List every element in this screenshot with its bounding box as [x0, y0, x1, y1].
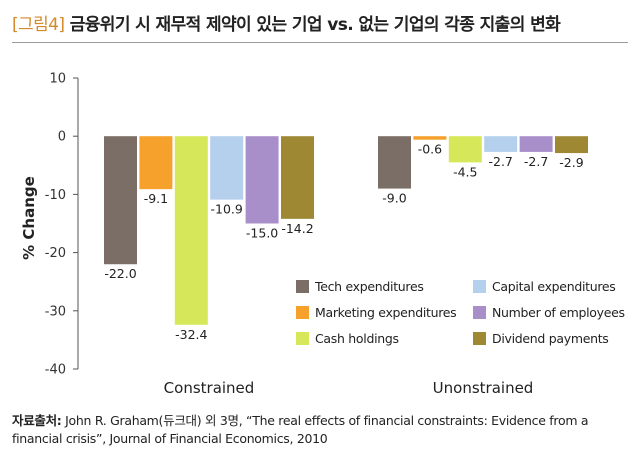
- source-text: John R. Graham(듀크대) 외 3명, “The real effe…: [12, 413, 589, 446]
- data-label: -15.0: [246, 226, 278, 241]
- legend-label: Marketing expenditures: [315, 305, 456, 320]
- y-tick-label: -30: [45, 304, 66, 319]
- data-label: -10.9: [211, 202, 243, 217]
- source-label: 자료출처:: [12, 413, 62, 428]
- category-labels: Constrained Unonstrained: [164, 379, 534, 397]
- bar: [555, 136, 588, 154]
- bar: [378, 136, 411, 189]
- bar: [210, 136, 244, 200]
- legend-label: Tech expenditures: [314, 279, 424, 294]
- legend: Tech expenditures Capital expenditures Mar…: [296, 279, 625, 346]
- category-label: Constrained: [164, 379, 255, 397]
- bar: [448, 136, 482, 163]
- legend-label: Number of employees: [492, 305, 625, 320]
- y-tick-label: -20: [45, 246, 66, 261]
- bar: [245, 136, 279, 224]
- data-label: -2.7: [524, 154, 548, 169]
- data-label: -22.0: [104, 266, 136, 281]
- legend-swatch: [296, 306, 309, 319]
- legend-label: Capital expenditures: [492, 279, 616, 294]
- figure-tag: [그림4]: [12, 15, 65, 35]
- data-label: -2.9: [559, 155, 583, 170]
- data-label: -0.6: [418, 142, 442, 157]
- bar: [139, 136, 173, 190]
- legend-swatch: [473, 280, 486, 293]
- y-tick-label: 10: [49, 72, 66, 87]
- title-divider: [12, 42, 628, 43]
- bar: [104, 136, 137, 265]
- bar: [413, 136, 447, 140]
- source-note: 자료출처: John R. Graham(듀크대) 외 3명, “The rea…: [12, 412, 624, 448]
- bars: [104, 136, 588, 325]
- bar: [281, 136, 314, 219]
- bar: [519, 136, 553, 152]
- data-label: -4.5: [453, 164, 477, 179]
- legend-swatch: [473, 306, 486, 319]
- data-labels: -22.0 -9.1 -32.4 -10.9-15.0 -14.2 -9.0 -0.6 -4.…: [104, 142, 583, 342]
- y-axis: 10 0 -10 -20 -30 -40: [45, 72, 79, 378]
- legend-swatch: [296, 280, 309, 293]
- legend-swatch: [296, 332, 309, 345]
- data-label: -14.2: [281, 221, 313, 236]
- legend-label: Dividend payments: [492, 331, 609, 346]
- bar: [484, 136, 518, 152]
- data-label: -2.7: [489, 154, 513, 169]
- y-axis-label: % Change: [20, 176, 38, 260]
- y-tick-label: -40: [45, 363, 66, 378]
- data-label: -9.1: [144, 191, 168, 206]
- legend-label: Cash holdings: [315, 331, 399, 346]
- y-tick-label: -10: [45, 188, 66, 203]
- data-label: -32.4: [175, 327, 207, 342]
- figure-title: 금융위기 시 재무적 제약이 있는 기업 vs. 없는 기업의 각종 지출의 변…: [69, 15, 561, 35]
- chart-title: [그림4] 금융위기 시 재무적 제약이 있는 기업 vs. 없는 기업의 각종…: [12, 10, 561, 35]
- data-label: -9.0: [382, 191, 406, 206]
- legend-swatch: [473, 332, 486, 345]
- bar: [174, 136, 208, 325]
- category-label: Unonstrained: [433, 379, 534, 397]
- y-tick-label: 0: [58, 130, 66, 145]
